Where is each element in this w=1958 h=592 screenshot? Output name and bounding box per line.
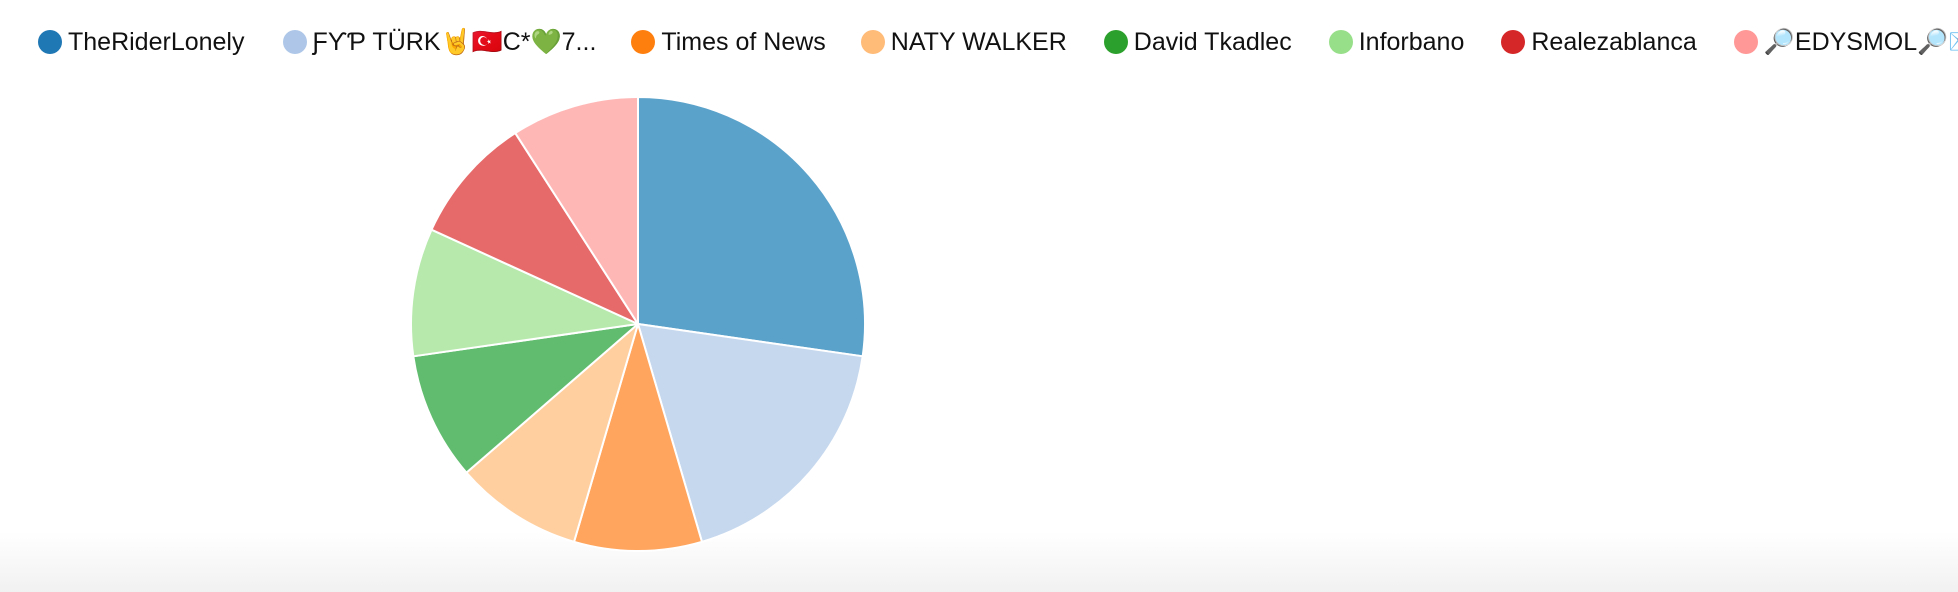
pie-slice[interactable] [514, 96, 639, 325]
legend-item[interactable]: NATY WALKER [860, 26, 1067, 58]
legend-swatch [282, 30, 307, 54]
pie-slice[interactable] [410, 228, 639, 358]
legend-swatch [1501, 30, 1526, 54]
legend-swatch [1328, 30, 1353, 54]
legend-swatch [1103, 30, 1128, 54]
pie-slice[interactable] [412, 323, 639, 474]
legend-swatch [1733, 30, 1758, 54]
legend-label: Realezablanca [1531, 28, 1697, 56]
page-background-shade [0, 532, 1958, 592]
legend-swatch [860, 30, 885, 54]
pie-slice[interactable] [573, 323, 703, 552]
pie-slice[interactable] [637, 323, 864, 543]
legend-item[interactable]: Times of News [631, 26, 826, 58]
legend-item[interactable]: Realezablanca [1501, 26, 1697, 58]
legend-label: Times of News [661, 28, 826, 56]
legend-item[interactable]: David Tkadlec [1103, 26, 1292, 58]
legend-label: TheRiderLonely [68, 28, 245, 56]
pie-slice[interactable] [430, 132, 639, 325]
legend-swatch [38, 30, 62, 54]
legend-swatch [631, 30, 656, 54]
legend-item[interactable]: 🔎EDYSMOL🔎💌🛎 [1733, 26, 1958, 58]
pie-slice[interactable] [637, 96, 866, 358]
legend-label: 🔎EDYSMOL🔎💌🛎 [1763, 28, 1958, 56]
pie-slice[interactable] [465, 323, 639, 543]
legend-item[interactable]: ƑϒƤ TÜRK🤘🇹🇷C*💚7... [282, 26, 597, 58]
legend-label: David Tkadlec [1133, 28, 1292, 56]
chart-legend: TheRiderLonely ƑϒƤ TÜRK🤘🇹🇷C*💚7... Times of… [38, 26, 1958, 58]
legend-label: ƑϒƤ TÜRK🤘🇹🇷C*💚7... [312, 28, 597, 56]
legend-label: NATY WALKER [890, 28, 1067, 56]
legend-item[interactable]: Inforbano [1328, 26, 1465, 58]
legend-label: Inforbano [1358, 28, 1465, 56]
legend-item[interactable]: TheRiderLonely [38, 26, 245, 58]
